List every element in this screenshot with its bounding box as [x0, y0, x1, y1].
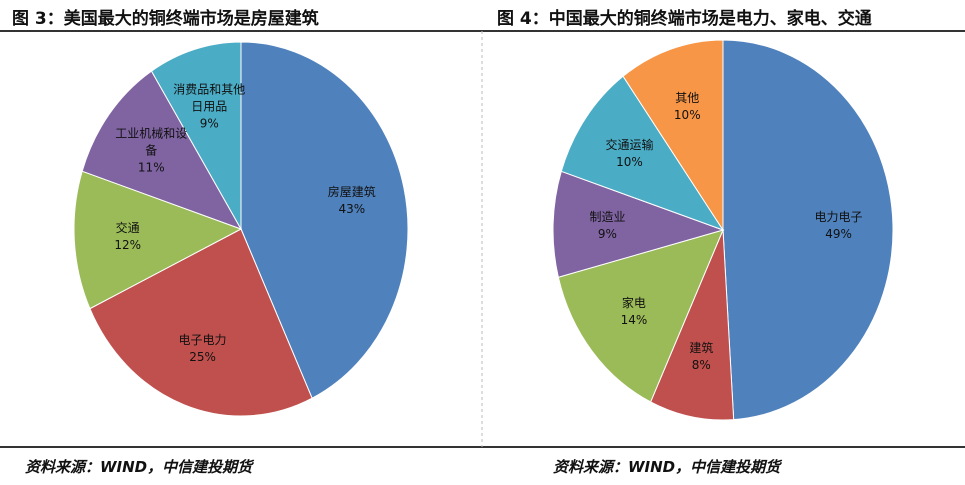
chart-title: 图 3：美国最大的铜终端市场是房屋建筑: [12, 9, 319, 29]
pie-slice: [622, 39, 724, 232]
pie-slice: [722, 39, 894, 421]
category-label: 消费品和其他日用品: [173, 82, 246, 114]
pie-slice: [89, 228, 313, 417]
value-label: 10%: [616, 155, 643, 170]
pie-slice: [240, 41, 409, 399]
category-label: 电子电力: [178, 332, 227, 347]
slice-label: 建筑 8%: [662, 340, 740, 374]
category-label: 交通: [115, 220, 140, 235]
category-label: 建筑: [689, 340, 714, 355]
slice-label: 消费品和其他日用品 9%: [170, 81, 248, 132]
slice-label: 电子电力 25%: [164, 332, 242, 366]
value-label: 11%: [137, 160, 165, 175]
slice-label: 制造业 9%: [568, 209, 646, 243]
pie-slice: [81, 70, 243, 230]
category-label: 其他: [675, 91, 700, 106]
value-label: 8%: [691, 357, 711, 372]
pie-slice: [150, 41, 242, 231]
value-label: 10%: [673, 108, 701, 123]
category-label: 交通运输: [605, 138, 654, 153]
slice-label: 交通 12%: [89, 220, 167, 254]
value-label: 49%: [825, 226, 852, 241]
source-note: 资料来源：WIND，中信建投期货: [553, 458, 781, 476]
pie-slice: [552, 170, 725, 278]
value-label: 43%: [338, 202, 366, 217]
pie-slice: [560, 75, 725, 231]
category-label: 电力电子: [814, 209, 863, 224]
slice-label: 交通运输 10%: [590, 137, 668, 171]
value-label: 25%: [189, 349, 216, 364]
slice-label: 电力电子 49%: [800, 209, 878, 243]
slice-label: 其他 10%: [648, 90, 726, 124]
category-label: 工业机械和设备: [115, 126, 188, 158]
slice-label: 工业机械和设备 11%: [112, 126, 190, 177]
value-label: 12%: [114, 237, 141, 252]
value-label: 14%: [620, 313, 648, 328]
category-label: 房屋建筑: [327, 185, 376, 200]
value-label: 9%: [597, 226, 617, 241]
chart-title: 图 4：中国最大的铜终端市场是电力、家电、交通: [497, 9, 872, 29]
slice-label: 房屋建筑 43%: [313, 184, 391, 218]
pie-slice: [73, 170, 243, 310]
pie-slice: [649, 229, 735, 421]
pie-slice: [557, 229, 724, 403]
slice-label: 家电 14%: [595, 295, 673, 329]
source-note: 资料来源：WIND，中信建投期货: [25, 458, 253, 476]
category-label: 制造业: [589, 209, 626, 224]
value-label: 9%: [199, 116, 219, 131]
category-label: 家电: [621, 296, 646, 311]
